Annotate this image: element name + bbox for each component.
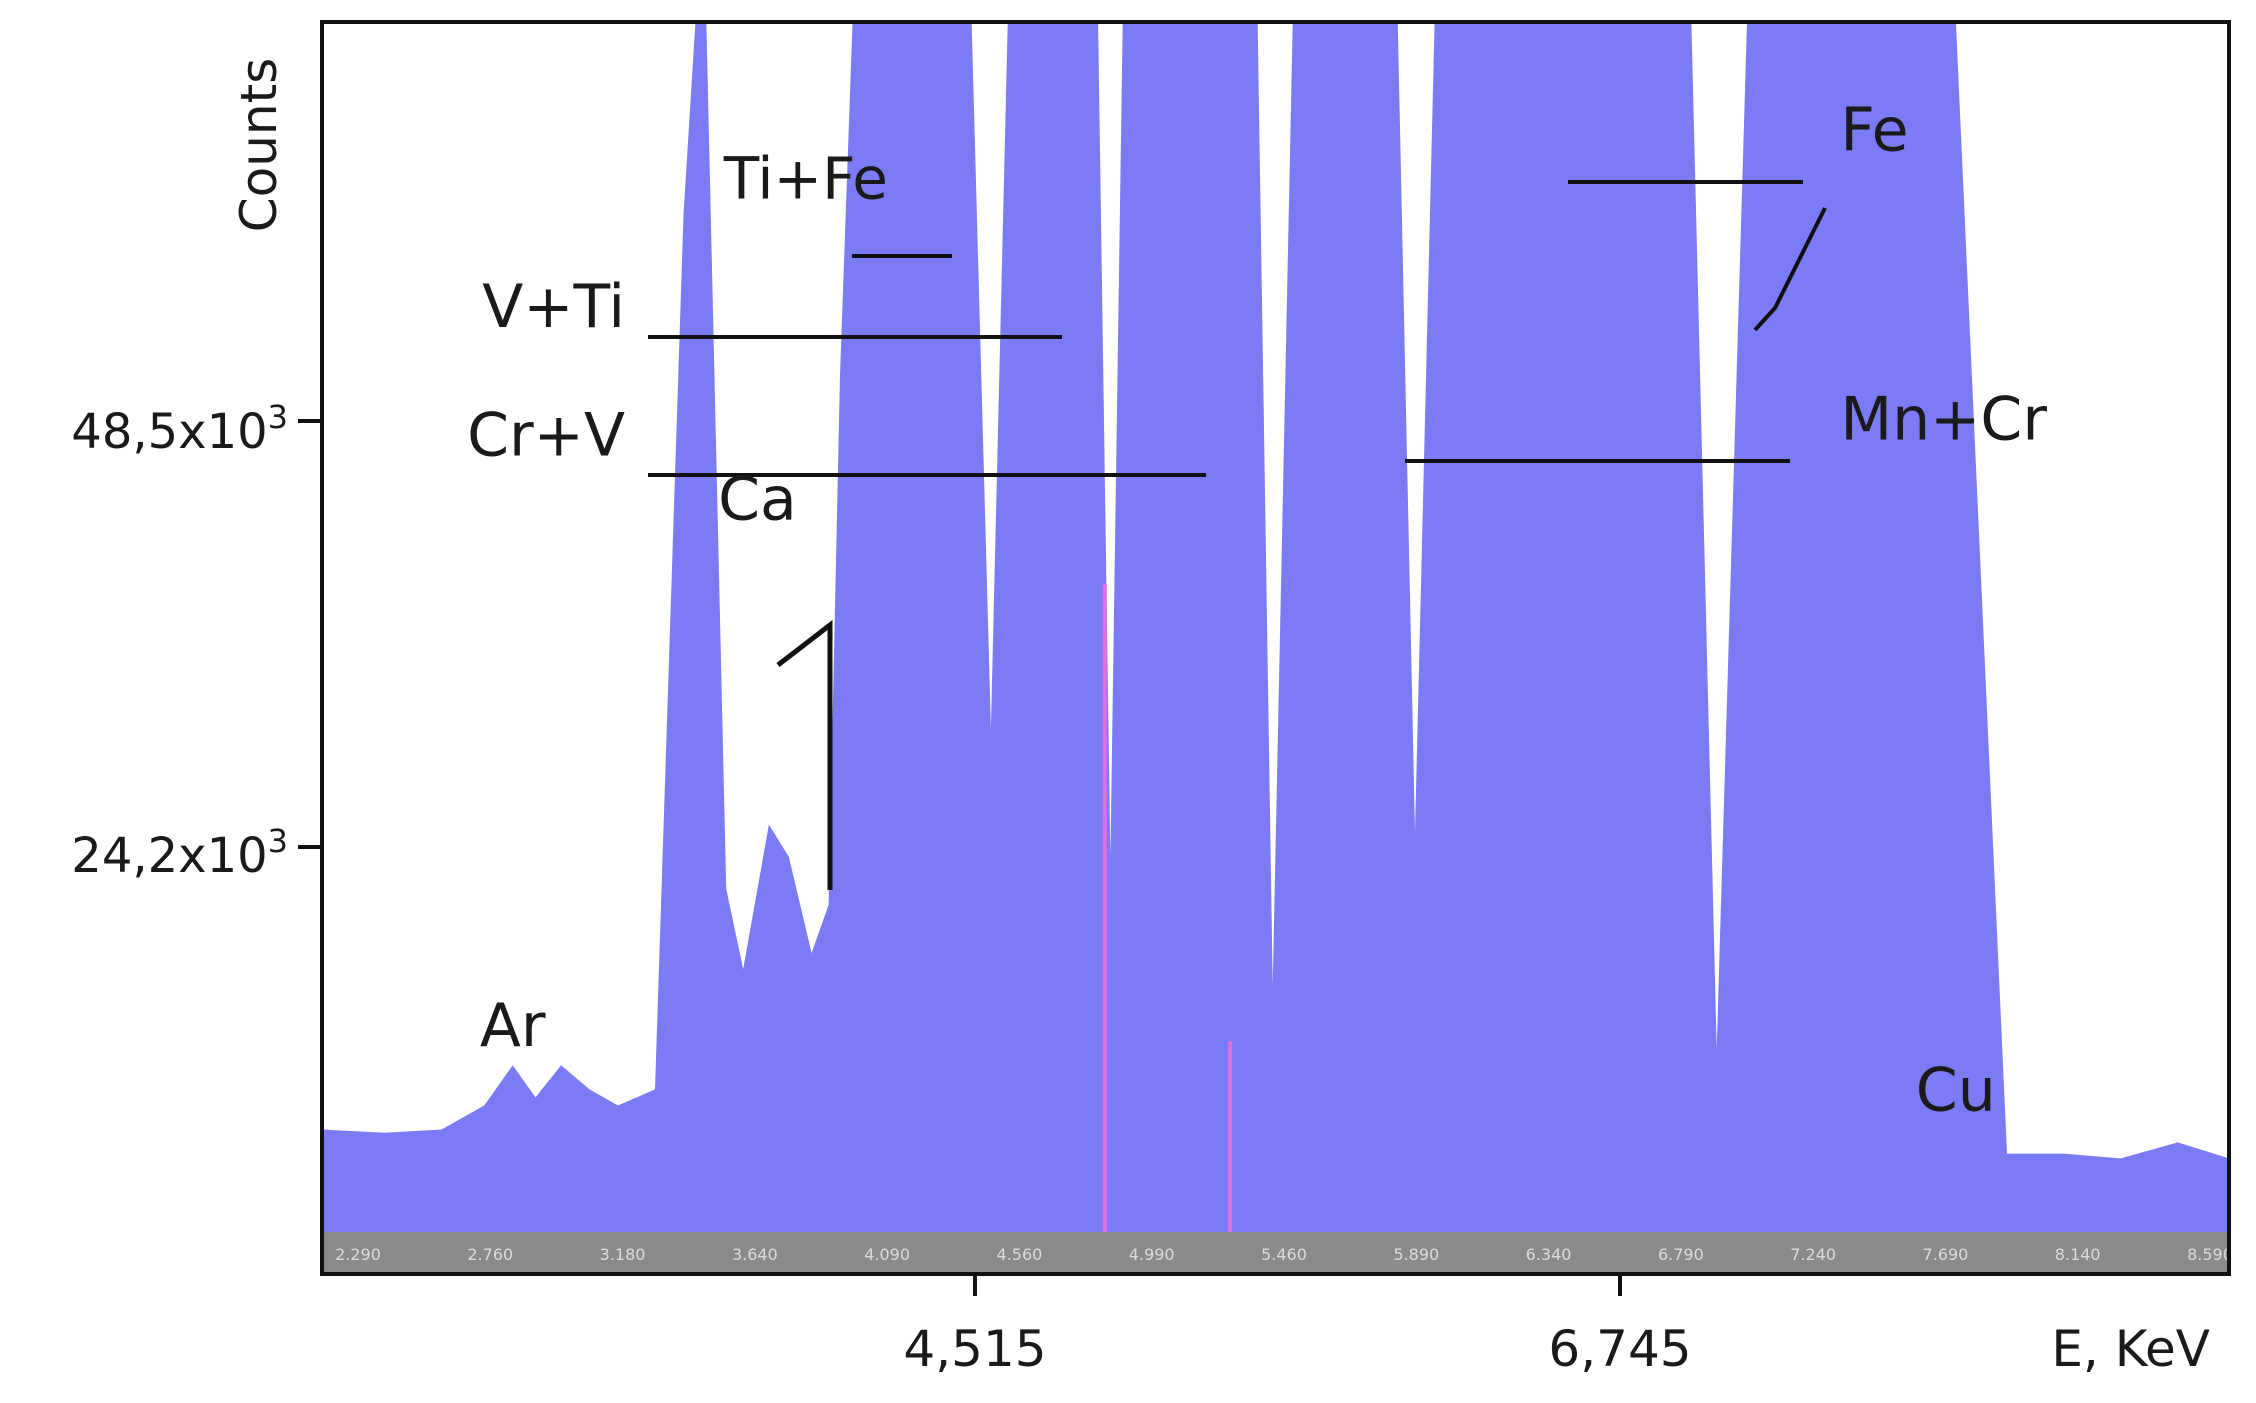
peak-annotation-cr-v: Cr+V [467,400,625,470]
inner-scale-label: 7.690 [1923,1245,1969,1264]
x-axis-label: E, KeV [2051,1320,2210,1378]
inner-scale-label: 2.290 [335,1245,381,1264]
inner-scale-label: 3.180 [600,1245,646,1264]
inner-scale-label: 2.760 [467,1245,513,1264]
peak-annotation-fe: Fe [1840,95,1908,165]
x-tick-label-4515: 4,515 [903,1320,1046,1378]
peak-annotation-ca: Ca [718,465,797,535]
inner-scale-label: 5.890 [1393,1245,1439,1264]
spectrum-area [322,22,2229,1274]
inner-scale-label: 4.560 [997,1245,1043,1264]
inner-scale-label: 4.990 [1129,1245,1175,1264]
peak-annotation-ti-fe: Ti+Fe [723,145,888,213]
plot-frame [320,20,2231,1276]
inner-scale-label: 6.790 [1658,1245,1704,1264]
y-tick-label-48500: 48,5x103 [71,398,288,460]
y-axis-label: Counts [230,58,288,233]
peak-annotation-v-ti: V+Ti [482,272,625,342]
peak-annotation-cu: Cu [1916,1055,1996,1125]
leader-fe-b [1753,207,1827,332]
x-tick-label-6745: 6,745 [1548,1320,1691,1378]
inner-scale-layer: 2.290 2.760 3.180 3.640 4.090 4.560 4.990 5.460… [335,1245,2233,1264]
leader-ca [776,619,833,890]
marker-layer [1102,583,1232,1232]
y-tick-label-24200: 24,2x103 [71,822,288,884]
inner-scale-label: 5.460 [1261,1245,1307,1264]
inner-scale-strip [322,1232,2229,1274]
peak-annotation-ar: Ar [480,991,546,1061]
inner-scale-label: 8.140 [2055,1245,2101,1264]
inner-scale-label: 3.640 [732,1245,778,1264]
inner-scale-label: 6.340 [1526,1245,1572,1264]
inner-scale-label: 4.090 [864,1245,910,1264]
inner-scale-label: 8.590 [2187,1245,2233,1264]
annotation-layer: Ar Ca Ti+Fe V+Ti Cr+V Fe Mn+Cr Cu [467,95,2047,1125]
peak-annotation-mn-cr: Mn+Cr [1840,384,2047,454]
inner-scale-label: 7.240 [1790,1245,1836,1264]
